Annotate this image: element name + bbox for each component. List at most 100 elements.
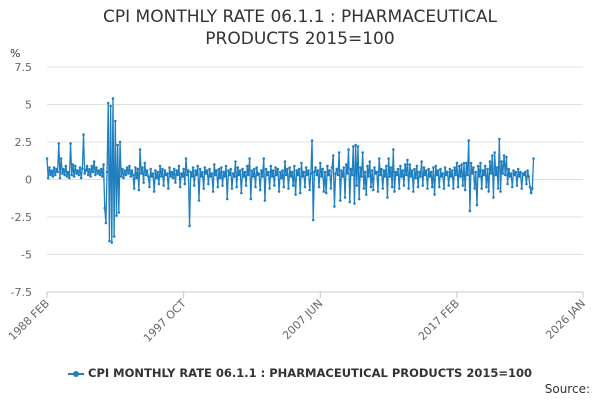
- data-point: [473, 187, 476, 190]
- data-point: [61, 172, 64, 175]
- source-label: Source:: [544, 382, 590, 396]
- data-point: [243, 170, 247, 174]
- data-point: [225, 197, 229, 201]
- data-point: [291, 184, 295, 187]
- data-point: [73, 164, 77, 168]
- data-point: [324, 191, 328, 195]
- data-point: [366, 164, 369, 168]
- data-point: [157, 182, 161, 186]
- data-point: [388, 175, 392, 178]
- data-point: [362, 187, 366, 190]
- data-point: [443, 166, 447, 169]
- data-point: [331, 154, 335, 157]
- data-point: [234, 160, 237, 163]
- data-point: [179, 172, 183, 175]
- data-point: [158, 164, 162, 168]
- data-point: [434, 164, 438, 168]
- data-point: [102, 163, 105, 166]
- data-point: [56, 170, 59, 174]
- data-point: [430, 185, 434, 189]
- data-point: [294, 193, 297, 196]
- data-point: [446, 170, 449, 174]
- data-point: [421, 184, 425, 187]
- data-point: [170, 170, 174, 174]
- data-point: [493, 151, 496, 154]
- data-point: [118, 140, 122, 144]
- data-point: [72, 175, 76, 178]
- data-point: [97, 169, 101, 172]
- data-point: [236, 166, 240, 169]
- data-point: [86, 173, 90, 177]
- data-point: [420, 160, 423, 163]
- data-point: [257, 172, 261, 175]
- data-point: [369, 185, 373, 189]
- data-point: [390, 185, 394, 189]
- y-tick-label: 0: [25, 174, 32, 187]
- data-point: [502, 154, 506, 157]
- data-point: [304, 166, 308, 169]
- data-point: [482, 173, 486, 177]
- data-point: [495, 166, 499, 169]
- data-point: [188, 224, 191, 228]
- data-point: [63, 173, 66, 177]
- data-point: [99, 167, 103, 171]
- data-point: [428, 175, 432, 178]
- data-point: [229, 167, 233, 171]
- data-point: [249, 197, 253, 201]
- data-point: [223, 175, 227, 178]
- data-point: [143, 161, 147, 165]
- data-point: [532, 157, 535, 160]
- data-point: [230, 187, 234, 190]
- data-point: [450, 169, 454, 172]
- data-point: [327, 173, 330, 177]
- data-point: [507, 167, 511, 171]
- data-point: [71, 163, 75, 166]
- data-point: [271, 169, 275, 172]
- data-point: [336, 173, 340, 177]
- data-point: [293, 164, 296, 168]
- data-point: [238, 169, 242, 172]
- data-point: [83, 172, 86, 175]
- data-point: [409, 175, 413, 178]
- data-point: [104, 221, 108, 225]
- data-point: [215, 169, 218, 172]
- data-point: [131, 173, 135, 177]
- data-point: [330, 166, 334, 169]
- data-point: [449, 175, 453, 178]
- data-point: [343, 196, 347, 199]
- legend[interactable]: CPI MONTHLY RATE 06.1.1 : PHARMACEUTICAL…: [0, 366, 600, 380]
- data-point: [442, 187, 446, 190]
- data-point: [347, 148, 350, 151]
- data-point: [453, 166, 456, 169]
- data-point: [136, 167, 139, 171]
- data-point: [208, 167, 211, 171]
- data-point: [247, 173, 250, 177]
- data-point: [237, 173, 241, 177]
- data-point: [508, 175, 512, 178]
- data-point: [302, 170, 306, 174]
- data-point: [308, 188, 311, 192]
- data-point: [384, 164, 388, 168]
- data-point: [346, 172, 349, 175]
- y-axis-ticks: 7.5 5 2.5 0 -2.5 -5 -7.5: [11, 61, 32, 299]
- data-point: [519, 170, 522, 174]
- data-point: [269, 164, 273, 168]
- data-point: [89, 175, 92, 178]
- data-point: [503, 173, 507, 177]
- data-point: [265, 173, 269, 177]
- data-point: [462, 161, 466, 165]
- data-point: [178, 185, 182, 189]
- data-point: [287, 187, 290, 190]
- data-point: [323, 170, 327, 174]
- data-point: [466, 173, 469, 177]
- data-point: [211, 190, 215, 193]
- data-point: [306, 173, 309, 177]
- data-point: [461, 184, 465, 187]
- data-point: [270, 175, 274, 178]
- data-point: [394, 170, 397, 174]
- data-point: [475, 203, 479, 207]
- y-tick-label: -5: [21, 249, 32, 262]
- data-point: [498, 137, 501, 141]
- data-point: [159, 175, 163, 178]
- data-point: [171, 176, 175, 180]
